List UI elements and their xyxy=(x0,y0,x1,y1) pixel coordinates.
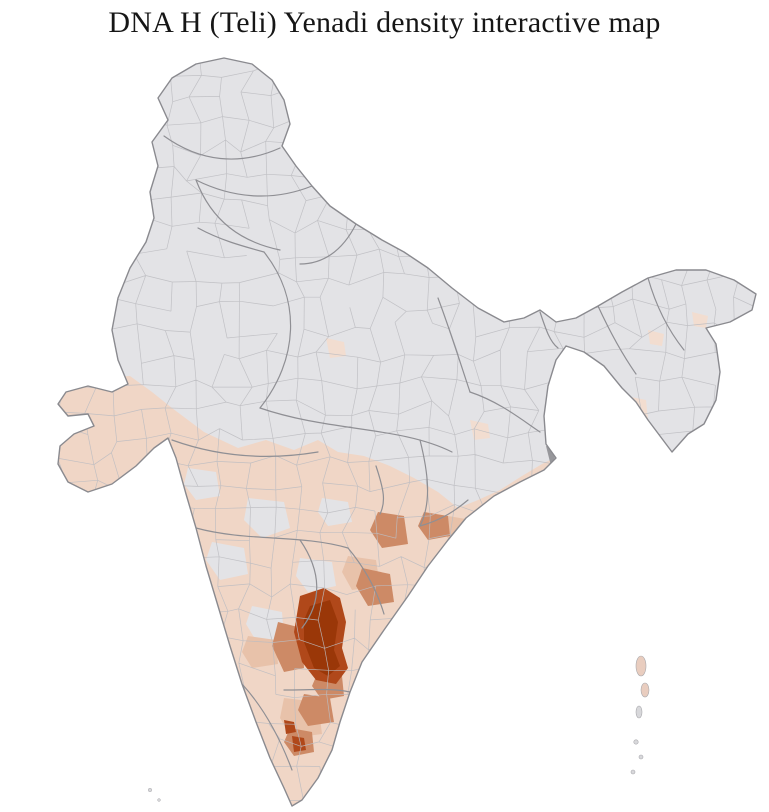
region-medium[interactable] xyxy=(356,568,394,606)
region-very-low-speck[interactable] xyxy=(648,330,664,346)
region-medium-low[interactable] xyxy=(242,636,278,668)
region-no-data-patch[interactable] xyxy=(206,542,248,580)
lakshadweep-islands[interactable] xyxy=(147,787,161,802)
region-medium[interactable] xyxy=(370,512,408,548)
region-very-low-speck[interactable] xyxy=(326,338,346,358)
region-high-speck[interactable] xyxy=(284,720,296,734)
andaman-nicobar-islands[interactable] xyxy=(630,655,650,775)
region-medium[interactable] xyxy=(418,512,450,540)
region-no-data-patch[interactable] xyxy=(244,498,290,538)
region-medium[interactable] xyxy=(298,694,334,726)
region-high-speck[interactable] xyxy=(292,736,306,752)
india-interior[interactable] xyxy=(30,36,769,812)
page-title: DNA H (Teli) Yenadi density interactive … xyxy=(108,6,661,39)
region-very-low-speck[interactable] xyxy=(626,396,648,424)
state-borders xyxy=(163,135,685,771)
